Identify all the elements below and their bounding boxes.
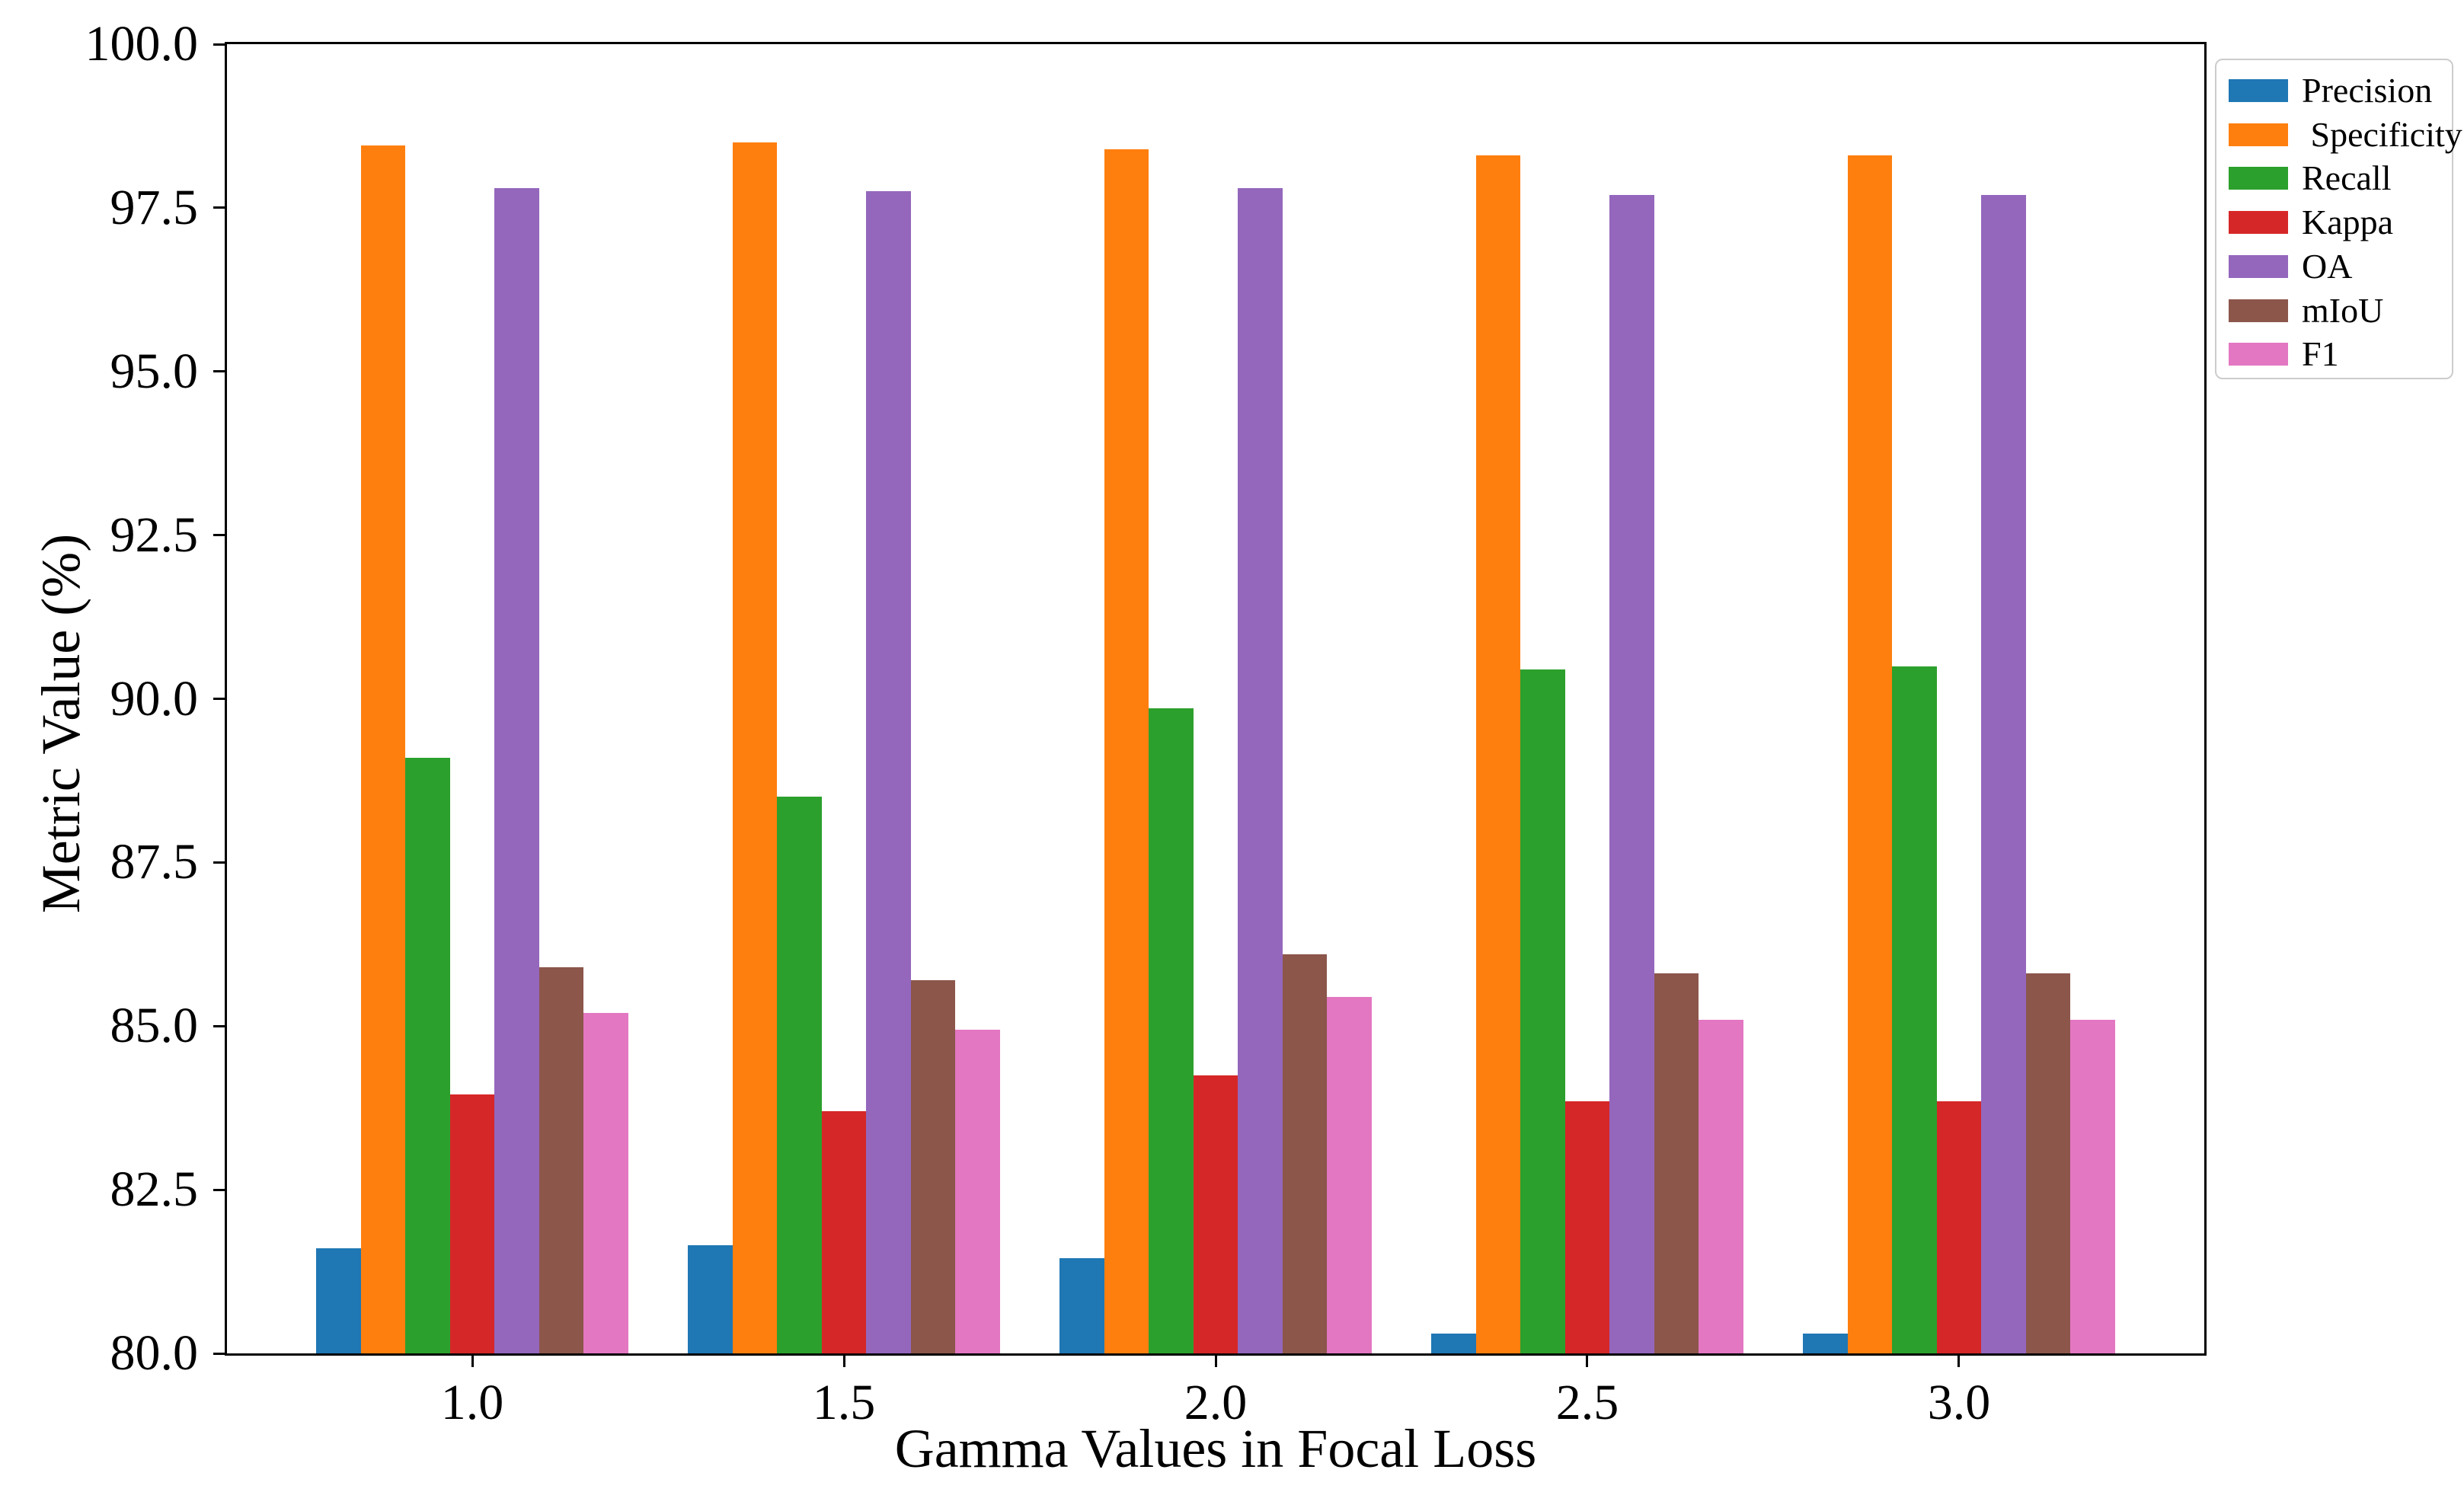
- legend-item-oa: OA: [2216, 248, 2452, 285]
- x-tick-label: 1.5: [812, 1375, 876, 1430]
- bar-f1-1.5: [955, 1029, 1000, 1353]
- bar-kappa-2.0: [1193, 1075, 1238, 1353]
- legend: Precision Specificity Recall Kappa OA mIoU F1: [2215, 59, 2462, 379]
- legend-swatch-specificity: [2229, 123, 2288, 146]
- y-axis-title: Metric Value (%): [30, 533, 91, 914]
- bar-miou-1.0: [539, 966, 584, 1353]
- bar-f1-2.0: [1327, 996, 1372, 1353]
- bar-oa-2.0: [1238, 188, 1283, 1353]
- legend-label: Kappa: [2302, 203, 2394, 242]
- x-tick-label: 2.0: [1184, 1375, 1248, 1430]
- legend-label: F1: [2302, 334, 2339, 374]
- y-tick-label: 95.0: [110, 343, 199, 399]
- y-tick-label: 87.5: [110, 834, 199, 890]
- bar-specificity-1.5: [732, 142, 778, 1353]
- legend-item-miou: mIoU: [2216, 292, 2452, 329]
- legend-item-f1: F1: [2216, 336, 2452, 372]
- y-tick-label: 100.0: [85, 16, 199, 72]
- legend-label: Specificity: [2302, 114, 2462, 154]
- bar-oa-3.0: [1981, 194, 2026, 1353]
- bar-kappa-3.0: [1936, 1101, 1982, 1353]
- bar-f1-2.5: [1699, 1019, 1743, 1353]
- y-tick-mark: [213, 698, 227, 700]
- x-tick-mark: [1214, 1353, 1217, 1367]
- bar-miou-2.5: [1654, 973, 1699, 1353]
- legend-swatch-kappa: [2229, 211, 2288, 235]
- y-tick-mark: [213, 861, 227, 864]
- legend-swatch-recall: [2229, 167, 2288, 190]
- y-tick-mark: [213, 43, 227, 46]
- x-tick-mark: [842, 1353, 845, 1367]
- y-tick-mark: [213, 370, 227, 373]
- y-tick-mark: [213, 1188, 227, 1191]
- y-tick-mark: [213, 1024, 227, 1027]
- legend-label: Recall: [2302, 158, 2392, 198]
- y-tick-label: 92.5: [110, 506, 199, 563]
- legend-swatch-oa: [2229, 254, 2288, 278]
- legend-item-precision: Precision: [2216, 72, 2452, 109]
- plot-area: [225, 42, 2207, 1356]
- bar-recall-1.0: [405, 757, 450, 1353]
- bar-kappa-1.5: [821, 1110, 867, 1353]
- bar-precision-1.5: [688, 1245, 733, 1353]
- bar-recall-2.5: [1520, 669, 1565, 1353]
- y-tick-mark: [213, 206, 227, 209]
- x-tick-label: 1.0: [440, 1375, 504, 1430]
- bar-specificity-3.0: [1847, 155, 1893, 1353]
- bar-miou-1.5: [910, 980, 956, 1353]
- y-tick-mark: [213, 1352, 227, 1355]
- x-tick-label: 3.0: [1927, 1375, 1991, 1430]
- bar-recall-2.0: [1149, 708, 1194, 1353]
- legend-item-recall: Recall: [2216, 160, 2452, 196]
- bar-kappa-1.0: [449, 1094, 495, 1353]
- y-tick-label: 85.0: [110, 998, 199, 1054]
- bar-precision-3.0: [1802, 1334, 1848, 1353]
- bar-precision-1.0: [316, 1248, 361, 1353]
- bar-kappa-2.5: [1564, 1101, 1610, 1353]
- bar-miou-2.0: [1282, 954, 1328, 1353]
- bar-specificity-2.0: [1104, 149, 1149, 1353]
- legend-label: Precision: [2302, 71, 2433, 110]
- x-tick-mark: [1586, 1353, 1589, 1367]
- bar-oa-2.5: [1609, 194, 1654, 1353]
- bar-specificity-1.0: [360, 145, 406, 1353]
- bar-precision-2.0: [1059, 1258, 1104, 1353]
- bar-f1-3.0: [2070, 1019, 2115, 1353]
- y-tick-label: 80.0: [110, 1325, 199, 1381]
- bar-recall-1.5: [777, 797, 822, 1353]
- legend-item-specificity: Specificity: [2216, 116, 2462, 153]
- legend-swatch-f1: [2229, 343, 2288, 366]
- bar-precision-2.5: [1431, 1334, 1476, 1353]
- bar-recall-3.0: [1892, 666, 1937, 1353]
- x-tick-mark: [471, 1353, 474, 1367]
- legend-swatch-precision: [2229, 79, 2288, 102]
- bar-f1-1.0: [583, 1013, 628, 1353]
- bar-miou-3.0: [2025, 973, 2071, 1353]
- legend-label: OA: [2302, 246, 2353, 286]
- legend-item-kappa: Kappa: [2216, 204, 2452, 241]
- y-tick-label: 97.5: [110, 179, 199, 235]
- x-tick-mark: [1957, 1353, 1961, 1367]
- x-tick-label: 2.5: [1555, 1375, 1619, 1430]
- bar-oa-1.5: [866, 191, 911, 1353]
- bar-oa-1.0: [494, 188, 539, 1353]
- y-tick-mark: [213, 534, 227, 537]
- y-tick-label: 82.5: [110, 1161, 199, 1218]
- bar-specificity-2.5: [1475, 155, 1521, 1353]
- x-axis-title: Gamma Values in Focal Loss: [894, 1418, 1537, 1479]
- y-tick-label: 90.0: [110, 670, 199, 727]
- legend-label: mIoU: [2302, 290, 2384, 330]
- legend-swatch-miou: [2229, 299, 2288, 322]
